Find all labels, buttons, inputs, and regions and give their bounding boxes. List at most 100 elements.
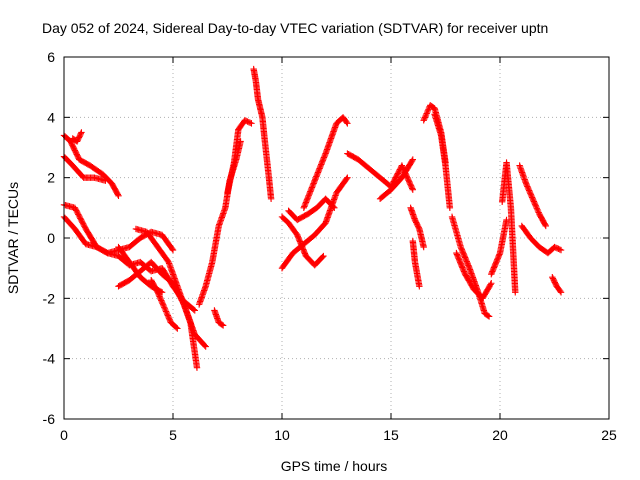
data-point-sat-e — [190, 306, 197, 313]
data-point-sat-a — [115, 192, 122, 199]
data-point-sat-ab — [524, 183, 531, 190]
data-point-sat-i — [164, 312, 172, 319]
data-point-sat-s — [409, 156, 416, 163]
x-tick-label: 15 — [383, 427, 399, 443]
y-tick-label: 0 — [47, 230, 55, 246]
data-point-sat-p — [343, 175, 350, 183]
x-tick-label: 5 — [169, 427, 177, 443]
data-point-sat-e — [191, 307, 198, 314]
data-point-sat-ab — [534, 207, 542, 215]
data-point-sat-s — [408, 157, 416, 164]
data-point-sat-i — [162, 306, 169, 314]
data-point-sat-v — [424, 108, 431, 116]
data-point-sat-m — [267, 195, 275, 202]
data-point-sat-p — [344, 174, 351, 181]
data-point-sat-i — [158, 297, 165, 304]
y-tick-label: 6 — [47, 49, 55, 65]
data-point-sat-v — [421, 115, 428, 123]
data-point-sat-ab — [523, 181, 530, 189]
data-point-sat-ab — [533, 203, 540, 211]
data-point-sat-u — [416, 283, 423, 290]
data-point-sat-l — [248, 120, 255, 127]
data-point-sat-i — [155, 290, 162, 297]
data-point-sat-c — [77, 130, 85, 137]
data-point-sat-i — [166, 316, 173, 323]
data-point-sat-ad — [556, 287, 564, 295]
data-point-sat-ab — [528, 194, 536, 201]
data-point-sat-i — [165, 315, 173, 322]
y-tick-label: 4 — [47, 109, 55, 125]
data-point-sat-i — [173, 324, 180, 331]
x-tick-label: 10 — [274, 427, 290, 443]
data-point-sat-i — [174, 325, 181, 332]
data-point-sat-ab — [527, 190, 534, 197]
data-points — [60, 65, 565, 371]
data-point-sat-i — [161, 304, 168, 311]
data-point-sat-ab — [527, 191, 535, 198]
data-point-sat-i — [155, 291, 163, 299]
data-point-sat-ab — [542, 222, 549, 230]
data-point-sat-ab — [524, 184, 532, 192]
data-point-sat-l — [246, 119, 254, 126]
data-point-sat-ab — [526, 188, 533, 196]
data-point-sat-i — [154, 289, 161, 296]
data-point-sat-q — [343, 118, 350, 126]
data-point-sat-f — [202, 343, 209, 350]
data-point-sat-ab — [529, 195, 536, 202]
x-tick-label: 0 — [60, 427, 68, 443]
data-point-sat-ab — [530, 198, 538, 205]
data-point-sat-b — [102, 177, 109, 184]
data-point-sat-a — [114, 191, 122, 198]
data-point-sat-i — [157, 295, 164, 303]
data-point-sat-v — [423, 110, 430, 117]
data-point-sat-i — [161, 305, 169, 312]
data-point-sat-ab — [525, 187, 533, 194]
y-tick-label: 2 — [47, 170, 55, 186]
x-tick-label: 20 — [492, 427, 508, 443]
data-point-sat-v — [421, 114, 429, 121]
data-point-sat-r — [408, 185, 416, 192]
data-point-sat-i — [159, 300, 166, 307]
data-point-sat-v — [425, 106, 432, 113]
data-point-sat-ac — [557, 246, 565, 254]
data-point-sat-ab — [522, 180, 530, 187]
data-point-sat-n — [320, 252, 327, 260]
data-point-sat-i — [164, 311, 171, 318]
chart-title: Day 052 of 2024, Sidereal Day-to-day VTE… — [42, 20, 548, 36]
data-point-sat-i — [160, 302, 167, 310]
y-tick-label: -2 — [43, 290, 56, 306]
data-point-sat-d — [169, 246, 177, 254]
data-point-sat-ab — [525, 185, 532, 193]
data-point-sat-i — [159, 301, 167, 308]
gridlines — [64, 57, 609, 419]
data-point-sat-i — [163, 309, 170, 317]
x-axis-label: GPS time / hours — [281, 458, 388, 474]
data-point-sat-ab — [531, 201, 539, 208]
data-point-sat-c — [78, 129, 85, 136]
y-tick-label: -4 — [43, 351, 56, 367]
data-point-sat-i — [162, 308, 170, 315]
data-point-sat-ab — [528, 192, 535, 200]
data-point-sat-v — [422, 111, 430, 119]
data-point-sat-i — [156, 293, 163, 300]
data-point-sat-ad — [557, 289, 565, 296]
data-point-sat-t — [415, 224, 422, 231]
axis-ticks: 0 5 10 15 20 25 -6 -4 -2 0 2 4 6 — [43, 49, 617, 443]
data-point-sat-ac — [556, 246, 563, 253]
data-point-sat-g — [193, 364, 201, 371]
data-point-sat-k — [219, 322, 227, 329]
data-point-sat-ab — [533, 205, 541, 212]
data-point-sat-d — [168, 245, 176, 253]
y-tick-label: -6 — [43, 411, 56, 427]
data-point-sat-r — [409, 186, 416, 193]
data-point-sat-y — [488, 280, 495, 287]
data-point-sat-i — [165, 313, 172, 321]
data-point-sat-ab — [532, 202, 539, 209]
data-point-sat-i — [158, 298, 166, 306]
data-point-sat-n — [319, 253, 326, 261]
data-point-sat-ab — [534, 206, 541, 213]
data-point-sat-ab — [531, 199, 538, 207]
x-tick-label: 25 — [601, 427, 617, 443]
data-point-sat-x — [485, 313, 493, 320]
